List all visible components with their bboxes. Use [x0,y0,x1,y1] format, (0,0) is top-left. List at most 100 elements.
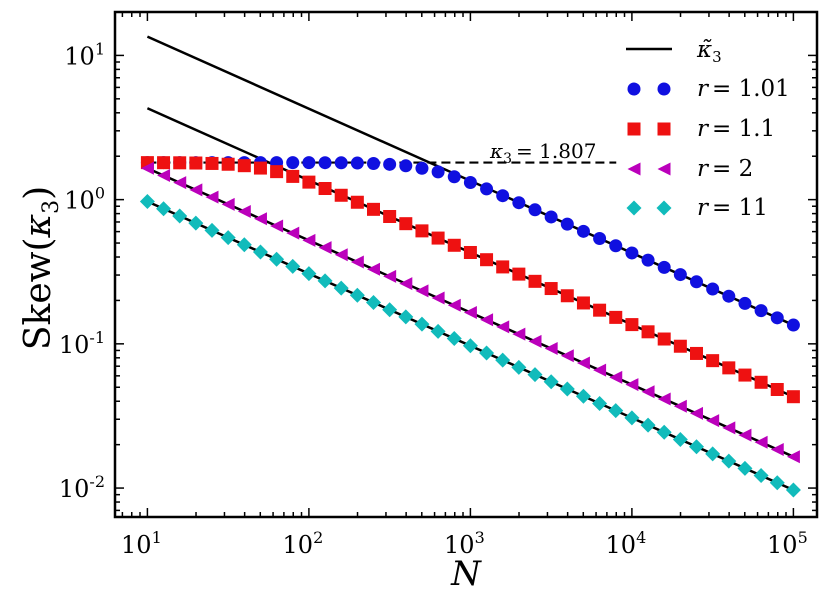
data-point-series3 [383,269,397,283]
data-point-series2 [576,296,590,310]
data-point-series3 [447,298,461,312]
data-point-series3 [157,168,171,182]
data-point-series2 [528,274,542,288]
y-tick-label-exp: 1 [95,39,105,58]
data-point-series4 [608,403,624,419]
data-point-series2 [544,282,558,296]
data-point-series2 [253,161,267,175]
data-point-series3 [512,327,526,341]
data-point-series1 [302,156,316,170]
axis-ticks [115,11,817,517]
data-point-series4 [705,446,721,462]
data-point-series2 [221,157,235,171]
x-tick-label: 101 [121,528,162,559]
legend-label-r1: r = 1.01 [697,76,790,102]
legend-label-r2: r = 1.1 [697,116,775,142]
data-point-series2 [447,238,461,252]
y-tick-label-base: 10 [64,187,95,215]
data-point-series2 [173,156,187,170]
data-point-series3 [625,378,639,392]
y-tick-label: 10-1 [59,328,105,359]
data-point-series3 [754,435,768,449]
data-point-series4 [317,273,333,289]
data-point-series2 [738,368,752,382]
x-tick-label: 102 [283,528,324,559]
data-point-series2 [383,209,397,223]
y-axis-title: Skew(κ3) [18,186,64,350]
data-point-series4 [366,294,382,310]
data-point-series1 [350,156,364,170]
data-point-series1 [673,268,687,282]
data-point-series2 [350,195,364,209]
legend-label-r4: r = 11 [697,195,768,221]
data-point-series2 [673,339,687,353]
data-point-series2 [318,182,332,196]
data-point-series2 [302,175,316,189]
data-point-series3 [173,176,187,190]
y-tick-label: 10-2 [59,472,105,503]
data-point-series4 [785,482,801,498]
data-point-series4 [285,258,301,274]
data-point-series4 [511,359,527,375]
data-point-series3 [609,370,623,384]
data-point-series2 [237,159,251,173]
x-tick-label-exp: 2 [313,528,323,547]
x-tick-label: 103 [444,528,485,559]
plot-frame [113,10,819,519]
y-tick-label-base: 10 [64,42,95,70]
x-tick-label-base: 10 [444,531,475,559]
data-point-series3 [544,342,558,356]
legend: κ̃3 r = 1.01 r = 1.1 r = 2 r = 11 [626,37,790,221]
data-point-series3 [690,406,704,420]
data-point-series4 [624,410,640,426]
data-point-series3 [286,226,300,240]
data-point-series2 [560,289,574,303]
data-point-series2 [431,231,445,245]
data-point-series3 [237,205,251,219]
data-point-series1 [496,189,510,203]
data-point-series3 [189,183,203,197]
data-point-series3 [496,320,510,334]
data-point-series3 [480,313,494,327]
data-point-series4 [672,431,688,447]
data-point-series3 [140,161,154,175]
y-tick-label-exp: 0 [95,184,105,203]
data-point-series1 [286,156,300,170]
data-point-series2 [496,260,510,274]
data-point-series1 [334,156,348,170]
data-point-series1 [738,296,752,310]
x-tick-label: 105 [767,528,808,559]
data-point-series1 [690,275,704,289]
data-point-series1 [722,289,736,303]
data-point-series2 [609,310,623,324]
data-point-series3 [302,233,316,247]
data-point-series2 [770,382,784,396]
data-point-series2 [415,224,429,238]
data-point-series3 [318,241,332,255]
data-point-series3 [367,262,381,276]
data-point-series2 [270,165,284,179]
data-point-series4 [495,352,511,368]
data-point-series3 [706,414,720,428]
data-point-series3 [593,363,607,377]
data-point-series3 [334,248,348,262]
data-point-series1 [528,203,542,217]
data-point-series2 [463,245,477,259]
x-tick-label-base: 10 [283,531,314,559]
data-point-series3 [560,349,574,363]
data-point-series4 [220,230,236,246]
data-point-series4 [252,244,268,260]
data-point-series1 [463,176,477,190]
data-point-series2 [593,303,607,317]
x-axis-title: N [450,554,482,594]
data-point-series4 [236,237,252,253]
data-point-series4 [446,331,462,347]
data-point-series3 [641,385,655,399]
y-tick-label-exp: -1 [89,328,105,347]
data-point-series2 [334,188,348,202]
data-point-series4 [301,266,317,282]
data-point-series2 [399,217,413,231]
data-point-series2 [754,375,768,389]
data-point-series1 [383,157,397,171]
